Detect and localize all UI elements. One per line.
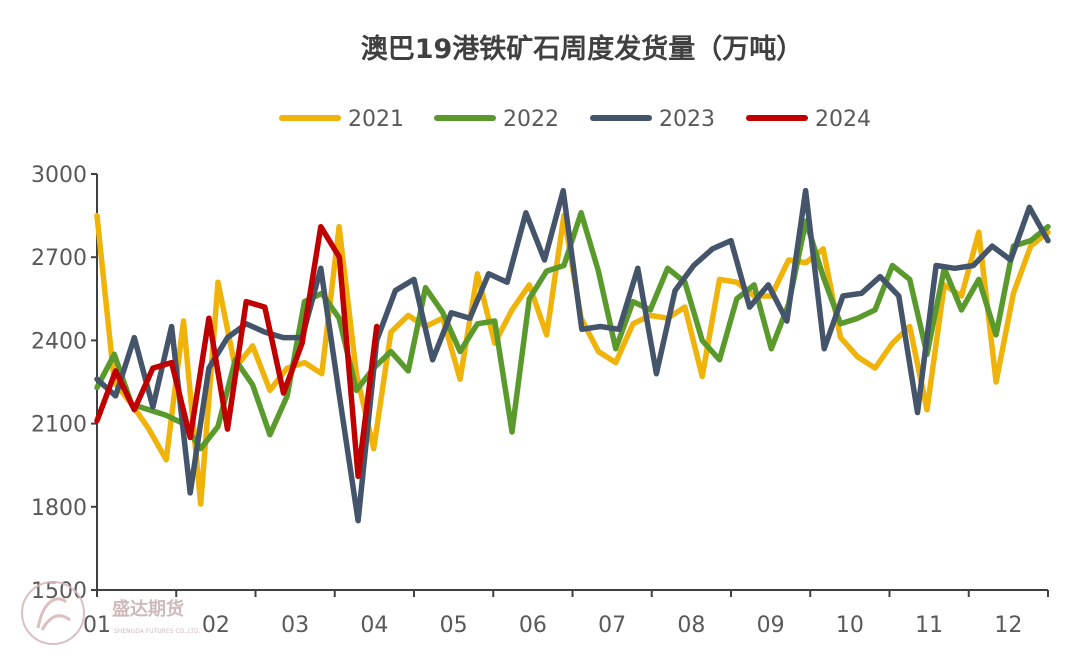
plot-area [94, 187, 1051, 524]
legend-label: 2024 [815, 107, 871, 132]
x-tick-label: 08 [677, 613, 705, 638]
watermark-name: 盛达期货 [112, 598, 184, 620]
x-tick-label: 04 [360, 613, 388, 638]
x-tick-label: 05 [440, 613, 468, 638]
x-tick-label: 12 [994, 613, 1022, 638]
x-tick-label: 09 [757, 613, 785, 638]
x-tick-label: 06 [519, 613, 547, 638]
legend-label: 2023 [659, 107, 715, 132]
watermark-sub: SHENGDA FUTURES CO.,LTD. [114, 628, 201, 635]
legend-label: 2022 [503, 107, 559, 132]
series-line-2023 [94, 187, 1051, 524]
watermark-logo-icon [21, 581, 85, 645]
series-line-2024 [94, 223, 380, 480]
legend: 2021 2022 2023 2024 [279, 107, 871, 132]
x-tick-label: 07 [598, 613, 626, 638]
x-tick-label: 03 [281, 613, 309, 638]
x-tick-label: 01 [83, 613, 111, 638]
y-tick-label: 2100 [31, 413, 87, 438]
legend-label: 2021 [348, 107, 404, 132]
y-tick-label: 1800 [31, 496, 87, 521]
series-line-2022 [94, 210, 1051, 452]
y-tick-label: 2400 [31, 329, 87, 354]
x-axis: 01 02 03 04 05 06 07 08 09 10 11 12 [83, 589, 1049, 638]
y-tick-label: 2700 [31, 246, 87, 271]
y-tick-label: 3000 [31, 163, 87, 188]
x-tick-label: 11 [915, 613, 943, 638]
watermark: 盛达期货 SHENGDA FUTURES CO.,LTD. [21, 581, 201, 645]
x-tick-label: 02 [202, 613, 230, 638]
x-tick-label: 10 [836, 613, 864, 638]
watermark-swirl-icon [36, 597, 71, 631]
chart-title: 澳巴19港铁矿石周度发货量（万吨） [361, 33, 804, 65]
